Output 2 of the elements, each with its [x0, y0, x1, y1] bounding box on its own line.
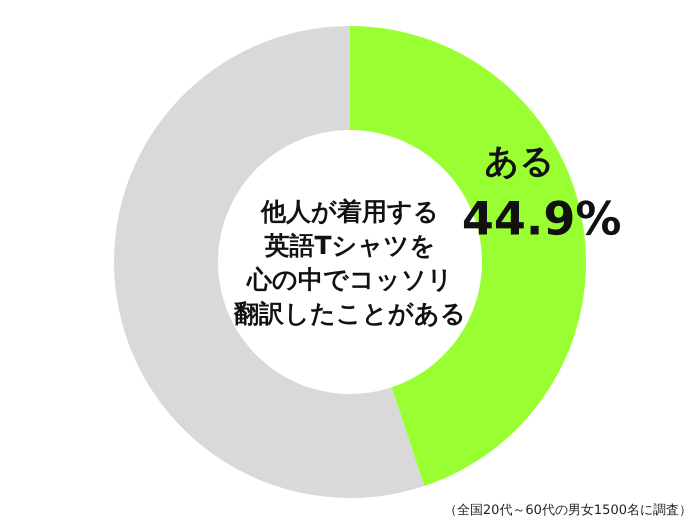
text: （全国20代～60代の男女1500名に調査） — [444, 503, 692, 518]
slice-label: ある — [484, 142, 555, 182]
